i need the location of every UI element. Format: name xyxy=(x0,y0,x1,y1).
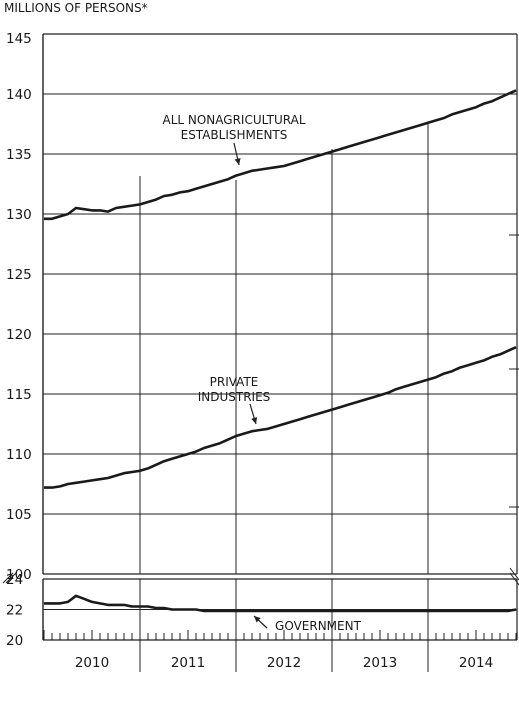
annotation-arrowhead xyxy=(254,616,261,623)
axis-break-mark-right xyxy=(509,572,519,586)
x-tick-label: 2012 xyxy=(267,655,301,671)
series-line-government xyxy=(44,594,517,613)
axis-break-mark-right xyxy=(509,567,519,581)
x-tick-label: 2013 xyxy=(363,655,397,671)
series-label-all-nonagricultural: ALL NONAGRICULTURAL xyxy=(162,113,305,127)
series-label-government: GOVERNMENT xyxy=(275,619,362,633)
y-tick-label: 140 xyxy=(6,87,32,103)
series-label-private-industries: INDUSTRIES xyxy=(198,390,271,404)
series-label-all-nonagricultural: ESTABLISHMENTS xyxy=(181,128,288,142)
y-tick-label: 100 xyxy=(6,567,32,583)
plot-frame xyxy=(2,33,519,640)
y-tick-label: 125 xyxy=(6,267,32,283)
y-tick-label: 115 xyxy=(6,387,32,403)
x-axis: 2010 2011 2012 2013 2014 xyxy=(43,630,517,671)
y-tick-label: 145 xyxy=(6,31,32,47)
upper-y-tick-labels: 145 140 135 130 125 120 115 110 105 100 xyxy=(6,31,32,583)
x-tick-label: 2010 xyxy=(75,655,109,671)
lower-gridlines xyxy=(43,579,517,672)
y-tick-label: 110 xyxy=(6,447,32,463)
y-axis-label: MILLIONS OF PERSONS* xyxy=(4,1,148,15)
series-label-private-industries: PRIVATE xyxy=(210,375,259,389)
annotation-arrowhead xyxy=(251,417,258,424)
annotation-arrowhead xyxy=(234,158,241,165)
y-tick-label: 20 xyxy=(6,633,23,649)
x-tick-label: 2014 xyxy=(459,655,493,671)
y-tick-label: 120 xyxy=(6,327,32,343)
y-tick-label: 105 xyxy=(6,507,32,523)
series-line-private-industries xyxy=(44,346,517,489)
axis-break-mark xyxy=(5,572,17,584)
axis-break-mark xyxy=(2,572,14,584)
y-tick-label: 135 xyxy=(6,147,32,163)
y-tick-label: 130 xyxy=(6,207,32,223)
upper-gridlines xyxy=(43,93,517,574)
series-line-all-nonagricultural xyxy=(44,89,517,221)
x-tick-label: 2011 xyxy=(171,655,205,671)
series-lines xyxy=(44,89,517,613)
y-tick-label: 22 xyxy=(6,603,23,619)
